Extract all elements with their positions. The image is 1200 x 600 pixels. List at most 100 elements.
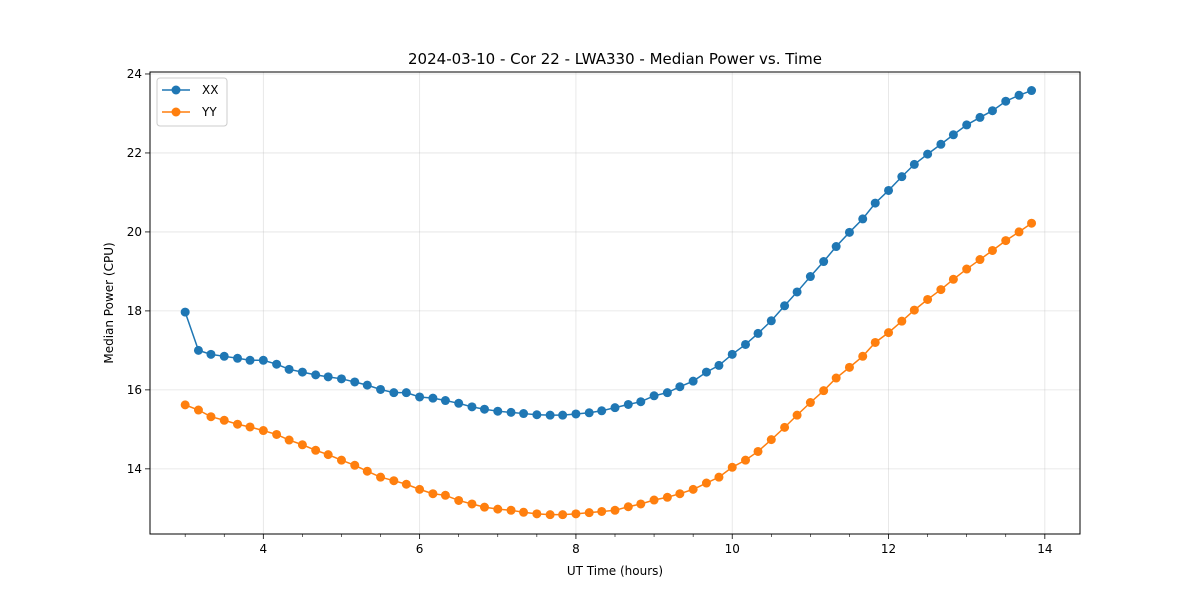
data-point-yy: [1001, 236, 1011, 246]
data-point-xx: [780, 301, 790, 311]
data-point-xx: [584, 408, 594, 418]
data-point-xx: [506, 407, 516, 417]
legend-marker-yy: [171, 107, 181, 117]
data-point-xx: [415, 392, 425, 402]
data-point-yy: [1027, 218, 1037, 228]
data-point-xx: [623, 399, 633, 409]
data-point-yy: [714, 472, 724, 482]
data-point-yy: [766, 435, 776, 445]
data-point-yy: [662, 492, 672, 502]
data-point-yy: [311, 445, 321, 455]
x-tick-label: 6: [416, 542, 424, 556]
data-point-xx: [753, 328, 763, 338]
data-point-xx: [766, 316, 776, 326]
data-point-yy: [233, 419, 243, 429]
data-point-xx: [987, 106, 997, 116]
data-point-xx: [350, 377, 360, 387]
data-point-xx: [897, 172, 907, 182]
x-tick-label: 8: [572, 542, 580, 556]
data-point-yy: [909, 305, 919, 315]
data-point-yy: [897, 316, 907, 326]
data-point-yy: [401, 479, 411, 489]
x-tick-label: 4: [259, 542, 267, 556]
data-point-yy: [558, 510, 568, 520]
data-point-yy: [819, 386, 829, 396]
data-point-xx: [376, 384, 386, 394]
data-point-xx: [675, 382, 685, 392]
data-point-yy: [741, 455, 751, 465]
data-point-xx: [962, 120, 972, 130]
data-point-xx: [323, 372, 333, 382]
data-point-xx: [727, 349, 737, 359]
y-tick-label: 14: [127, 462, 142, 476]
data-point-xx: [401, 388, 411, 398]
data-point-xx: [870, 198, 880, 208]
data-point-xx: [362, 380, 372, 390]
chart-title: 2024-03-10 - Cor 22 - LWA330 - Median Po…: [408, 50, 822, 68]
data-point-yy: [923, 294, 933, 304]
data-point-yy: [350, 460, 360, 470]
data-point-xx: [714, 360, 724, 370]
legend: XX YY: [156, 77, 228, 127]
data-point-yy: [975, 255, 985, 265]
data-point-xx: [975, 112, 985, 122]
data-point-yy: [440, 490, 450, 500]
data-point-yy: [245, 422, 255, 432]
data-point-xx: [923, 149, 933, 159]
data-point-xx: [909, 159, 919, 169]
x-tick-label: 12: [881, 542, 896, 556]
grid: [150, 72, 1080, 534]
data-point-xx: [831, 242, 841, 252]
data-point-yy: [376, 472, 386, 482]
data-point-yy: [884, 328, 894, 338]
data-point-yy: [858, 351, 868, 361]
data-point-yy: [180, 400, 190, 410]
data-point-yy: [623, 502, 633, 512]
data-point-yy: [701, 478, 711, 488]
data-point-yy: [258, 426, 268, 436]
data-point-xx: [858, 214, 868, 224]
data-point-yy: [753, 446, 763, 456]
data-point-yy: [415, 484, 425, 494]
y-tick-label: 24: [127, 67, 142, 81]
data-point-xx: [428, 393, 438, 403]
data-point-yy: [636, 499, 646, 509]
data-point-xx: [1014, 90, 1024, 100]
data-point-yy: [545, 510, 555, 520]
data-point-xx: [245, 355, 255, 365]
data-point-yy: [597, 506, 607, 516]
data-point-yy: [962, 264, 972, 274]
data-point-yy: [844, 362, 854, 372]
data-point-xx: [206, 349, 216, 359]
data-point-xx: [649, 391, 659, 401]
data-point-xx: [844, 227, 854, 237]
data-point-yy: [479, 502, 489, 512]
data-point-yy: [493, 504, 503, 514]
data-point-yy: [584, 508, 594, 518]
data-point-xx: [636, 397, 646, 407]
data-point-xx: [884, 185, 894, 195]
data-point-yy: [428, 489, 438, 499]
data-point-xx: [1027, 86, 1037, 96]
data-point-xx: [558, 410, 568, 420]
legend-marker-xx: [171, 85, 181, 95]
y-tick-label: 16: [127, 383, 142, 397]
legend-label-xx: XX: [202, 83, 218, 97]
data-point-yy: [219, 415, 229, 425]
series-layer: [180, 86, 1037, 520]
data-point-yy: [831, 373, 841, 383]
series-line-xx: [184, 89, 1032, 416]
data-point-xx: [297, 367, 307, 377]
data-point-yy: [805, 398, 815, 408]
data-point-xx: [792, 287, 802, 297]
data-point-yy: [454, 495, 464, 505]
data-point-yy: [323, 450, 333, 460]
data-point-xx: [258, 355, 268, 365]
data-point-xx: [193, 345, 203, 355]
data-point-xx: [467, 402, 477, 412]
data-point-yy: [193, 405, 203, 415]
axis-ticks: 4 6 8 10 12 14 14 16 18 20 22 24: [127, 67, 1053, 556]
data-point-yy: [688, 484, 698, 494]
data-point-xx: [272, 359, 282, 369]
data-point-xx: [493, 406, 503, 416]
